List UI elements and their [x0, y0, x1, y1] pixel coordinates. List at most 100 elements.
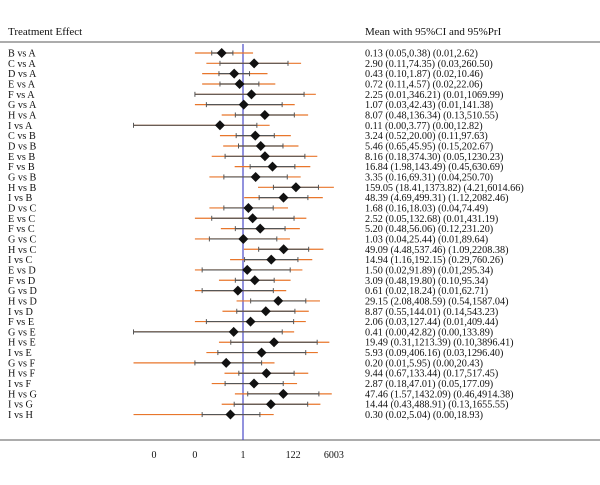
row-estimate-text: 14.44 (0.43,488.91) (0.13,1655.55)	[365, 400, 508, 411]
forest-row: G vs A 1.07 (0.03,42.43) (0.01,141.38)	[8, 99, 493, 111]
row-label: I vs F	[8, 379, 32, 390]
forest-row: H vs E 19.49 (0.31,1213.39) (0.10,3896.41…	[8, 337, 514, 349]
row-label: I vs E	[8, 348, 32, 359]
mean-marker	[278, 192, 289, 203]
row-label: H vs G	[8, 389, 38, 400]
row-estimate-text: 2.25 (0.01,346.21) (0.01,1069.99)	[365, 90, 503, 101]
mean-marker	[232, 285, 243, 296]
row-estimate-text: 48.39 (4.69,499.31) (1.12,2082.46)	[365, 193, 508, 204]
row-estimate-text: 8.16 (0.18,374.30) (0.05,1230.23)	[365, 152, 503, 163]
mean-marker	[259, 151, 270, 162]
mean-marker	[278, 388, 289, 399]
forest-row: E vs C 2.52 (0.05,132.68) (0.01,431.19)	[8, 213, 498, 225]
mean-marker	[259, 109, 270, 120]
row-label: G vs C	[8, 234, 37, 245]
row-estimate-text: 0.61 (0.02,18.24) (0.01,62.71)	[365, 286, 488, 297]
forest-row: I vs C 14.94 (1.16,192.15) (0.29,760.26)	[8, 254, 503, 266]
mean-marker	[238, 99, 249, 110]
x-tick-label: 0	[152, 450, 157, 461]
forest-row: H vs C 49.09 (4.48,537.46) (1.09,2208.38)	[8, 244, 508, 256]
row-label: I vs C	[8, 255, 33, 266]
mean-marker	[246, 89, 257, 100]
x-tick-label: 122	[286, 450, 301, 461]
x-tick-label: 6003	[324, 450, 344, 461]
mean-marker	[265, 399, 276, 410]
row-label: F vs D	[8, 276, 35, 287]
row-estimate-text: 16.84 (1.98,143.49) (0.45,630.69)	[365, 162, 503, 173]
row-estimate-text: 5.46 (0.65,45.95) (0.15,202.67)	[365, 141, 493, 152]
row-estimate-text: 3.09 (0.48,19.80) (0.10,95.34)	[365, 276, 488, 287]
mean-marker	[229, 68, 240, 79]
row-label: H vs A	[8, 110, 37, 121]
mean-marker	[245, 316, 256, 327]
row-label: C vs A	[8, 59, 36, 70]
row-estimate-text: 1.50 (0.02,91.89) (0.01,295.34)	[365, 265, 493, 276]
row-label: H vs F	[8, 369, 36, 380]
forest-row: H vs B 159.05 (18.41,1373.82) (4.21,6014.…	[8, 182, 524, 194]
mean-marker	[249, 378, 260, 389]
forest-row: E vs B 8.16 (0.18,374.30) (0.05,1230.23)	[8, 151, 503, 163]
forest-row: C vs B 3.24 (0.52,20.00) (0.11,97.63)	[8, 130, 488, 142]
row-label: E vs C	[8, 214, 35, 225]
row-label: I vs H	[8, 410, 34, 421]
mean-marker	[260, 306, 271, 317]
mean-marker	[247, 213, 258, 224]
mean-marker	[290, 182, 301, 193]
row-estimate-text: 14.94 (1.16,192.15) (0.29,760.26)	[365, 255, 503, 266]
row-estimate-text: 0.41 (0.00,42.82) (0.00,133.89)	[365, 327, 493, 338]
mean-marker	[221, 357, 232, 368]
row-estimate-text: 0.72 (0.11,4.57) (0.02,22.06)	[365, 79, 483, 90]
row-label: F vs A	[8, 90, 35, 101]
mean-marker	[250, 130, 261, 141]
forest-row: F vs C 5.20 (0.48,56.06) (0.12,231.20)	[8, 223, 493, 235]
row-estimate-text: 0.11 (0.00,3.77) (0.00,12.82)	[365, 121, 483, 132]
row-label: E vs A	[8, 79, 36, 90]
row-label: E vs B	[8, 152, 35, 163]
row-label: G vs A	[8, 100, 37, 111]
row-estimate-text: 3.24 (0.52,20.00) (0.11,97.63)	[365, 131, 488, 142]
forest-row: I vs A 0.11 (0.00,3.77) (0.00,12.82)	[8, 120, 483, 132]
row-label: I vs B	[8, 193, 33, 204]
row-label: H vs C	[8, 245, 37, 256]
mean-marker	[238, 233, 249, 244]
mean-marker	[242, 264, 253, 275]
row-label: G vs E	[8, 327, 36, 338]
forest-row: D vs A 0.43 (0.10,1.87) (0.02,10.46)	[8, 68, 483, 80]
x-axis-ticks: 0 0 1 122 6003	[152, 450, 344, 461]
mean-marker	[234, 78, 245, 89]
row-label: I vs A	[8, 121, 33, 132]
row-estimate-text: 1.68 (0.16,18.03) (0.04,74.49)	[365, 203, 488, 214]
row-label: E vs D	[8, 265, 36, 276]
forest-row: F vs A 2.25 (0.01,346.21) (0.01,1069.99)	[8, 89, 503, 101]
forest-row: D vs B 5.46 (0.65,45.95) (0.15,202.67)	[8, 140, 493, 152]
row-estimate-text: 47.46 (1.57,1432.09) (0.46,4914.38)	[365, 389, 514, 400]
mean-marker	[225, 409, 236, 420]
forest-rows: B vs A 0.13 (0.05,0.38) (0.01,2.62)C vs A…	[8, 44, 524, 440]
forest-row: G vs B 3.35 (0.16,69.31) (0.04,250.70)	[8, 171, 493, 183]
forest-row: D vs C 1.68 (0.16,18.03) (0.04,74.49)	[8, 202, 488, 214]
row-estimate-text: 5.20 (0.48,56.06) (0.12,231.20)	[365, 224, 493, 235]
row-estimate-text: 19.49 (0.31,1213.39) (0.10,3896.41)	[365, 338, 514, 349]
row-estimate-text: 0.20 (0.01,5.95) (0.00,20.43)	[365, 358, 483, 369]
forest-row: G vs D 0.61 (0.02,18.24) (0.01,62.71)	[8, 285, 488, 297]
forest-row: F vs B 16.84 (1.98,143.49) (0.45,630.69)	[8, 161, 503, 173]
mean-marker	[269, 337, 280, 348]
mean-marker	[243, 202, 254, 213]
row-estimate-text: 29.15 (2.08,408.59) (0.54,1587.04)	[365, 296, 508, 307]
header-treatment-effect: Treatment Effect	[8, 26, 82, 38]
row-label: C vs B	[8, 131, 36, 142]
row-label: F vs B	[8, 162, 35, 173]
forest-row: I vs G 14.44 (0.43,488.91) (0.13,1655.55)	[8, 399, 508, 411]
forest-row: F vs E 2.06 (0.03,127.44) (0.01,409.44)	[8, 316, 498, 328]
mean-marker	[250, 171, 261, 182]
row-label: H vs D	[8, 296, 37, 307]
row-estimate-text: 5.93 (0.09,406.16) (0.03,1296.40)	[365, 348, 503, 359]
x-tick-label: 1	[241, 450, 246, 461]
row-estimate-text: 0.13 (0.05,0.38) (0.01,2.62)	[365, 49, 478, 60]
row-estimate-text: 8.07 (0.48,136.34) (0.13,510.55)	[365, 110, 498, 121]
row-label: H vs B	[8, 183, 37, 194]
mean-marker	[255, 140, 266, 151]
forest-row: H vs F 9.44 (0.67,133.44) (0.17,517.45)	[8, 368, 498, 380]
forest-row: H vs A 8.07 (0.48,136.34) (0.13,510.55)	[8, 109, 498, 121]
